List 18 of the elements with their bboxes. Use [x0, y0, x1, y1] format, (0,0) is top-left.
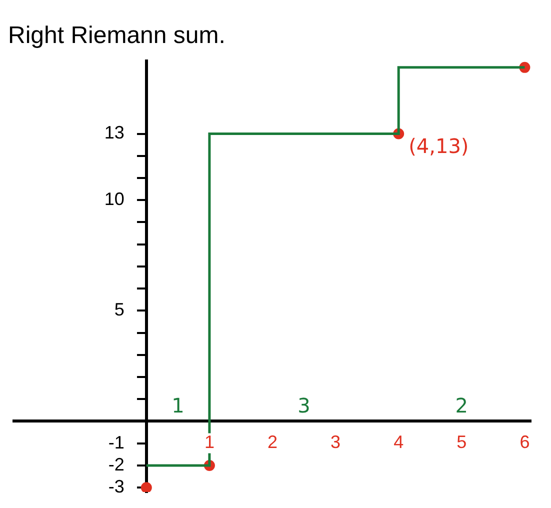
- x-tick-label: 3: [330, 432, 341, 452]
- x-tick-label: 4: [394, 432, 404, 452]
- x-tick-label: 1: [204, 432, 214, 452]
- x-tick-label: 2: [267, 432, 278, 452]
- y-tick-label: 5: [114, 300, 124, 320]
- annotation: 1: [172, 393, 184, 418]
- annotation: (4,13): [408, 134, 469, 158]
- annotation: 2: [455, 393, 468, 418]
- annotation: 3: [298, 393, 310, 418]
- point: [140, 482, 152, 492]
- y-tick-label: -3: [108, 476, 124, 497]
- chart-title: Right Riemann sum.: [8, 22, 226, 50]
- y-tick-label: -2: [108, 454, 124, 474]
- y-tick-label: 13: [104, 122, 124, 143]
- x-tick-label: 5: [456, 432, 467, 452]
- x-tick-label: 6: [520, 432, 530, 452]
- y-tick-label: 10: [104, 189, 124, 210]
- y-tick-label: -1: [108, 432, 124, 452]
